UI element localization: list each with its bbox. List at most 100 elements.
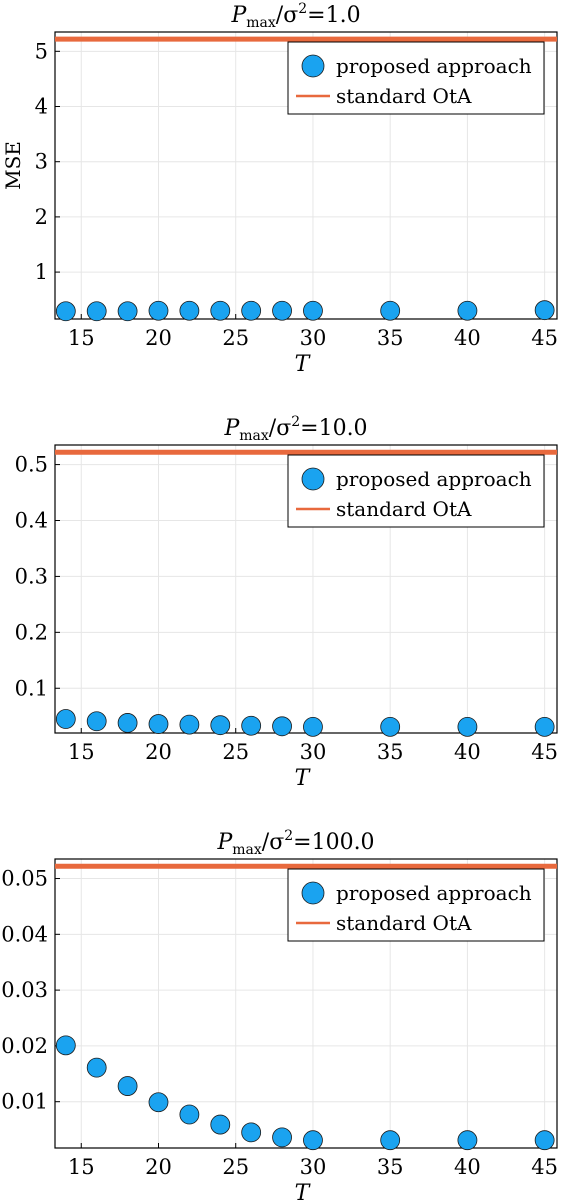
x-tick-label: 45 (531, 740, 558, 764)
data-point (380, 300, 401, 321)
title-mid: /σ (269, 416, 291, 441)
x-tick-label: 15 (68, 326, 95, 350)
data-point (148, 1092, 169, 1113)
legend-label-proposed: proposed approach (336, 467, 532, 491)
data-point (55, 709, 76, 729)
y-tick-label: 4 (35, 95, 48, 119)
x-tick-label: 35 (377, 326, 404, 350)
x-tick-label: 30 (300, 740, 327, 764)
data-point (303, 716, 323, 737)
data-point (210, 300, 231, 321)
x-tick-label: 35 (377, 1155, 404, 1179)
x-axis-label: T (295, 766, 312, 791)
data-point (55, 1035, 76, 1056)
plot-frame (54, 858, 558, 1149)
legend-box (287, 41, 545, 115)
title-base: P (230, 3, 247, 28)
title-base: P (216, 830, 233, 855)
data-point (457, 1130, 478, 1151)
legend-label-standard-ota: standard OtA (336, 84, 472, 108)
legend-label-standard-ota: standard OtA (336, 911, 472, 935)
y-axis-label: MSE (1, 141, 25, 190)
legend-box (287, 868, 545, 942)
title-base: P (223, 416, 240, 441)
data-point (86, 301, 107, 322)
x-tick-label: 15 (68, 740, 95, 764)
y-tick-label: 2 (35, 205, 48, 229)
legend-label-proposed: proposed approach (336, 881, 532, 905)
title-mid: /σ (262, 830, 284, 855)
data-point (241, 300, 262, 321)
data-point (210, 715, 231, 736)
x-tick-label: 20 (145, 326, 172, 350)
panel-snr-1: 15 20 25 30 35 40 4512345TMSEPmax/σ2=1.0propos… (1, 1, 558, 377)
x-axis-label: T (295, 1181, 312, 1204)
y-tick-label: 0.2 (15, 620, 48, 644)
y-tick-label: 1 (35, 260, 48, 284)
y-tick-label: 0.04 (1, 922, 48, 946)
x-tick-label: 45 (531, 1155, 558, 1179)
data-point (380, 716, 401, 737)
title-superscript: 2 (284, 828, 293, 844)
x-tick-label: 45 (531, 326, 558, 350)
legend-marker-proposed (301, 467, 325, 491)
y-tick-label: 0.05 (1, 867, 48, 891)
data-point (272, 1127, 292, 1148)
title-superscript: 2 (298, 1, 307, 17)
y-tick-label: 0.01 (1, 1090, 48, 1114)
x-tick-label: 40 (454, 1155, 481, 1179)
data-point (534, 300, 555, 321)
x-tick-label: 25 (222, 1155, 249, 1179)
y-tick-label: 5 (35, 39, 48, 63)
y-tick-label: 0.02 (1, 1034, 48, 1058)
data-point (241, 715, 262, 736)
y-tick-label: 0.5 (15, 453, 48, 477)
x-tick-label: 35 (377, 740, 404, 764)
panel-snr-10: 15 20 25 30 35 40 45 0.1 0.2 0.3 0.4 0.5 T Pmax/σ2=10… (15, 414, 558, 791)
title-tail: =100.0 (293, 830, 374, 855)
x-tick-label: 25 (222, 326, 249, 350)
title-mid: /σ (276, 3, 298, 28)
x-tick-label: 30 (300, 326, 327, 350)
x-tick-label: 20 (145, 1155, 172, 1179)
data-point (457, 300, 478, 321)
data-point (117, 301, 138, 322)
x-tick-label: 20 (145, 740, 172, 764)
data-point (117, 713, 138, 733)
x-tick-label: 40 (454, 740, 481, 764)
data-point (272, 300, 292, 321)
legend-label-standard-ota: standard OtA (336, 497, 472, 521)
x-tick-label: 30 (300, 1155, 327, 1179)
x-tick-label: 15 (68, 1155, 95, 1179)
title-tail: =1.0 (307, 3, 360, 28)
x-tick-label: 25 (222, 740, 249, 764)
data-point (534, 1130, 555, 1151)
data-point (86, 711, 107, 732)
legend-label-proposed: proposed approach (336, 54, 532, 78)
data-point (179, 300, 200, 321)
data-point (303, 1130, 323, 1151)
title-tail: =10.0 (300, 416, 367, 441)
data-point (86, 1057, 107, 1078)
data-point (380, 1130, 401, 1151)
data-point (210, 1114, 231, 1135)
chart-title: Pmax/σ2=100.0 (216, 828, 374, 858)
data-point (117, 1076, 138, 1096)
plot-frame (54, 31, 558, 320)
y-tick-label: 0.4 (15, 508, 48, 532)
data-point (303, 300, 323, 321)
data-point (55, 301, 76, 322)
data-point (179, 714, 200, 735)
title-superscript: 2 (291, 414, 300, 430)
legend-box (287, 454, 545, 528)
legend-marker-proposed (301, 54, 325, 78)
title-subscript: max (239, 428, 269, 444)
title-subscript: max (232, 842, 262, 858)
x-axis-label: T (295, 352, 312, 377)
panel-snr-100: 15 20 25 30 35 40 45 0.01 0.02 0.03 0.04 0.05 T Pmax/… (1, 828, 558, 1204)
data-point (179, 1104, 200, 1125)
y-tick-label: 3 (35, 150, 48, 174)
data-point (457, 716, 478, 737)
data-point (148, 300, 169, 321)
